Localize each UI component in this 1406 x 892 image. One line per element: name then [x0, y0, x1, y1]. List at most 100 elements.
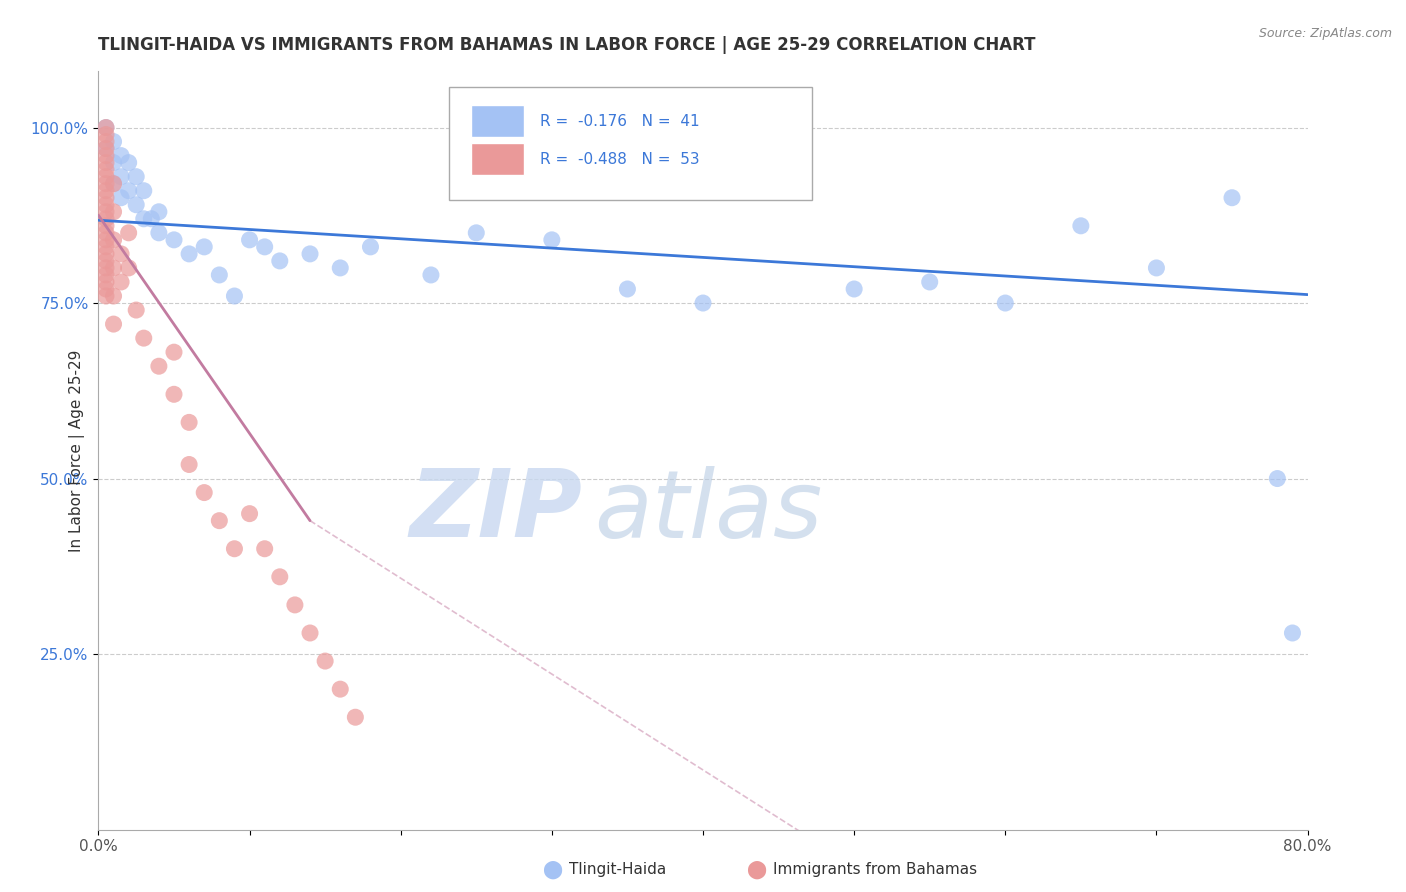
Point [314, 654, 336, 668]
Point [94, 268, 117, 282]
Point [94, 247, 117, 261]
Point [94, 282, 117, 296]
Point [94, 162, 117, 177]
Point [208, 268, 231, 282]
Point [94, 184, 117, 198]
Point [269, 570, 291, 584]
Point [110, 247, 132, 261]
FancyBboxPatch shape [449, 87, 811, 201]
Point [148, 226, 170, 240]
Point [94, 191, 117, 205]
Point [94, 142, 117, 156]
Point [224, 541, 246, 556]
Point [110, 169, 132, 184]
Point [94, 120, 117, 135]
Point [103, 260, 125, 275]
Point [118, 260, 141, 275]
Point [103, 135, 125, 149]
Text: Source: ZipAtlas.com: Source: ZipAtlas.com [1258, 27, 1392, 40]
Point [110, 275, 132, 289]
Point [94, 233, 117, 247]
Point [360, 240, 382, 254]
Point [253, 541, 276, 556]
Text: atlas: atlas [595, 466, 823, 557]
Text: ZIP: ZIP [409, 465, 582, 558]
Point [94, 177, 117, 191]
Text: Tlingit-Haida: Tlingit-Haida [569, 863, 666, 877]
Point [103, 233, 125, 247]
Point [163, 387, 186, 401]
Point [94, 219, 117, 233]
Point [299, 626, 322, 640]
Point [420, 268, 443, 282]
Point [94, 135, 117, 149]
Point [844, 282, 866, 296]
FancyBboxPatch shape [471, 144, 524, 175]
Point [344, 710, 367, 724]
Point [269, 254, 291, 268]
Point [103, 289, 125, 303]
Point [329, 682, 352, 697]
Point [1267, 471, 1289, 485]
Point [94, 148, 117, 162]
Point [329, 260, 352, 275]
Point [994, 296, 1017, 310]
Point [224, 289, 246, 303]
Point [118, 226, 141, 240]
Point [141, 211, 163, 226]
Point [94, 289, 117, 303]
Point [918, 275, 941, 289]
Point [94, 155, 117, 169]
Point [94, 240, 117, 254]
Point [132, 184, 155, 198]
Point [193, 485, 215, 500]
Point [540, 233, 562, 247]
Point [94, 254, 117, 268]
Point [125, 303, 148, 318]
Point [616, 282, 638, 296]
Point [94, 275, 117, 289]
Point [103, 317, 125, 331]
Point [1281, 626, 1303, 640]
Point [94, 128, 117, 142]
Point [94, 211, 117, 226]
Point [208, 514, 231, 528]
Point [163, 345, 186, 359]
Point [148, 204, 170, 219]
Text: Immigrants from Bahamas: Immigrants from Bahamas [773, 863, 977, 877]
Point [103, 177, 125, 191]
Point [94, 198, 117, 212]
Point [94, 142, 117, 156]
Point [125, 169, 148, 184]
Text: R =  -0.488   N =  53: R = -0.488 N = 53 [540, 152, 699, 167]
Point [132, 331, 155, 345]
Point [110, 148, 132, 162]
Point [125, 198, 148, 212]
Point [253, 240, 276, 254]
Point [193, 240, 215, 254]
Point [94, 260, 117, 275]
Y-axis label: In Labor Force | Age 25-29: In Labor Force | Age 25-29 [69, 350, 84, 551]
Point [1220, 191, 1243, 205]
Point [94, 204, 117, 219]
Point [148, 359, 170, 374]
Point [239, 507, 262, 521]
Point [103, 177, 125, 191]
Point [692, 296, 714, 310]
Point [465, 226, 488, 240]
Text: TLINGIT-HAIDA VS IMMIGRANTS FROM BAHAMAS IN LABOR FORCE | AGE 25-29 CORRELATION : TLINGIT-HAIDA VS IMMIGRANTS FROM BAHAMAS… [98, 36, 1036, 54]
Point [94, 120, 117, 135]
Point [1070, 219, 1092, 233]
Point [118, 155, 141, 169]
Point [179, 247, 201, 261]
Point [118, 184, 141, 198]
Point [94, 169, 117, 184]
Point [110, 191, 132, 205]
Point [239, 233, 262, 247]
Point [132, 211, 155, 226]
Point [284, 598, 307, 612]
Text: ⬤: ⬤ [543, 861, 562, 879]
Point [94, 226, 117, 240]
Point [163, 233, 186, 247]
Point [179, 416, 201, 430]
